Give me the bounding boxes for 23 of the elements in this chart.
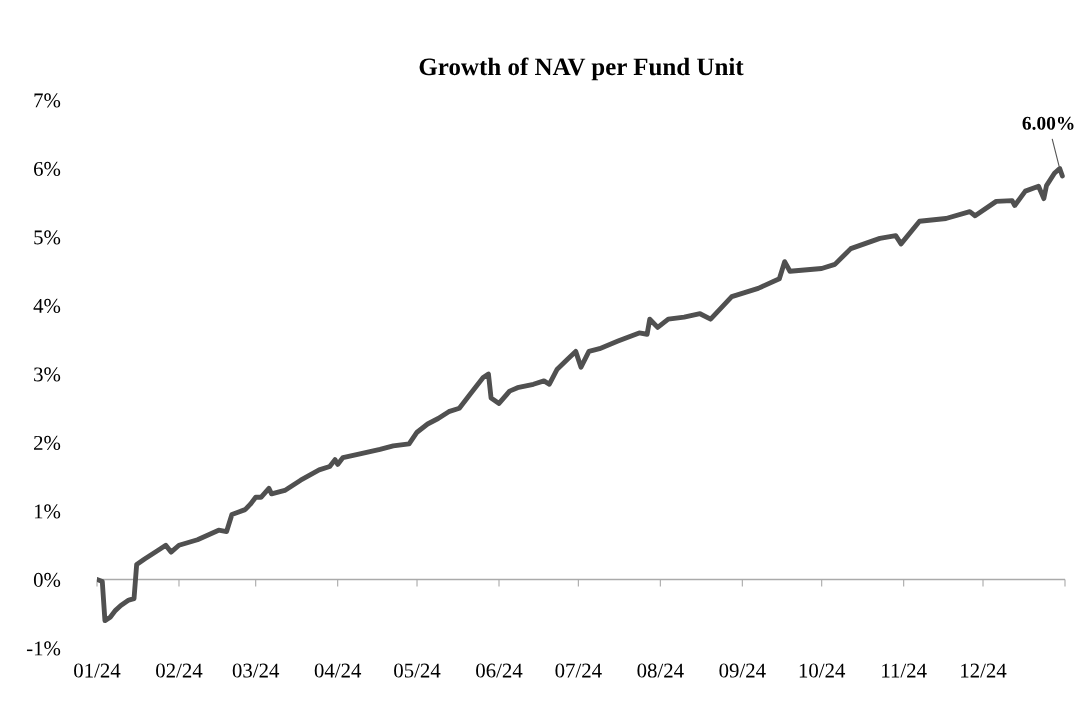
- x-tick-label: 12/24: [961, 663, 1007, 678]
- annotation: 6.00%: [1022, 116, 1074, 130]
- x-tick-label: 02/24: [156, 663, 203, 678]
- x-tick-label: 03/24: [232, 663, 280, 678]
- y-tick-label: -1%: [26, 641, 61, 656]
- x-tick-label: 08/24: [637, 663, 684, 678]
- y-tick-label: 0%: [33, 572, 61, 587]
- chart-title: Growth of NAV per Fund Unit: [419, 57, 744, 81]
- x-tick-label: 01/24: [74, 663, 121, 678]
- y-tick-label: 3%: [34, 367, 61, 382]
- x-tick-label: 09/24: [719, 663, 766, 678]
- x-tick-label: 10/24: [799, 663, 846, 678]
- y-tick-label: 1%: [34, 504, 61, 519]
- y-tick-label: 5%: [34, 230, 61, 245]
- x-tick-label: 04/24: [314, 663, 362, 678]
- y-tick-label: 6%: [34, 161, 61, 176]
- x-tick-label: 07/24: [555, 663, 602, 678]
- y-tick-label: 7%: [34, 93, 61, 108]
- y-tick-label: 2%: [34, 435, 61, 450]
- x-tick-label: 11/24: [882, 663, 927, 678]
- x-tick-label: 05/24: [394, 663, 441, 678]
- y-tick-label: 4%: [33, 298, 61, 313]
- x-tick-label: 06/24: [476, 663, 523, 678]
